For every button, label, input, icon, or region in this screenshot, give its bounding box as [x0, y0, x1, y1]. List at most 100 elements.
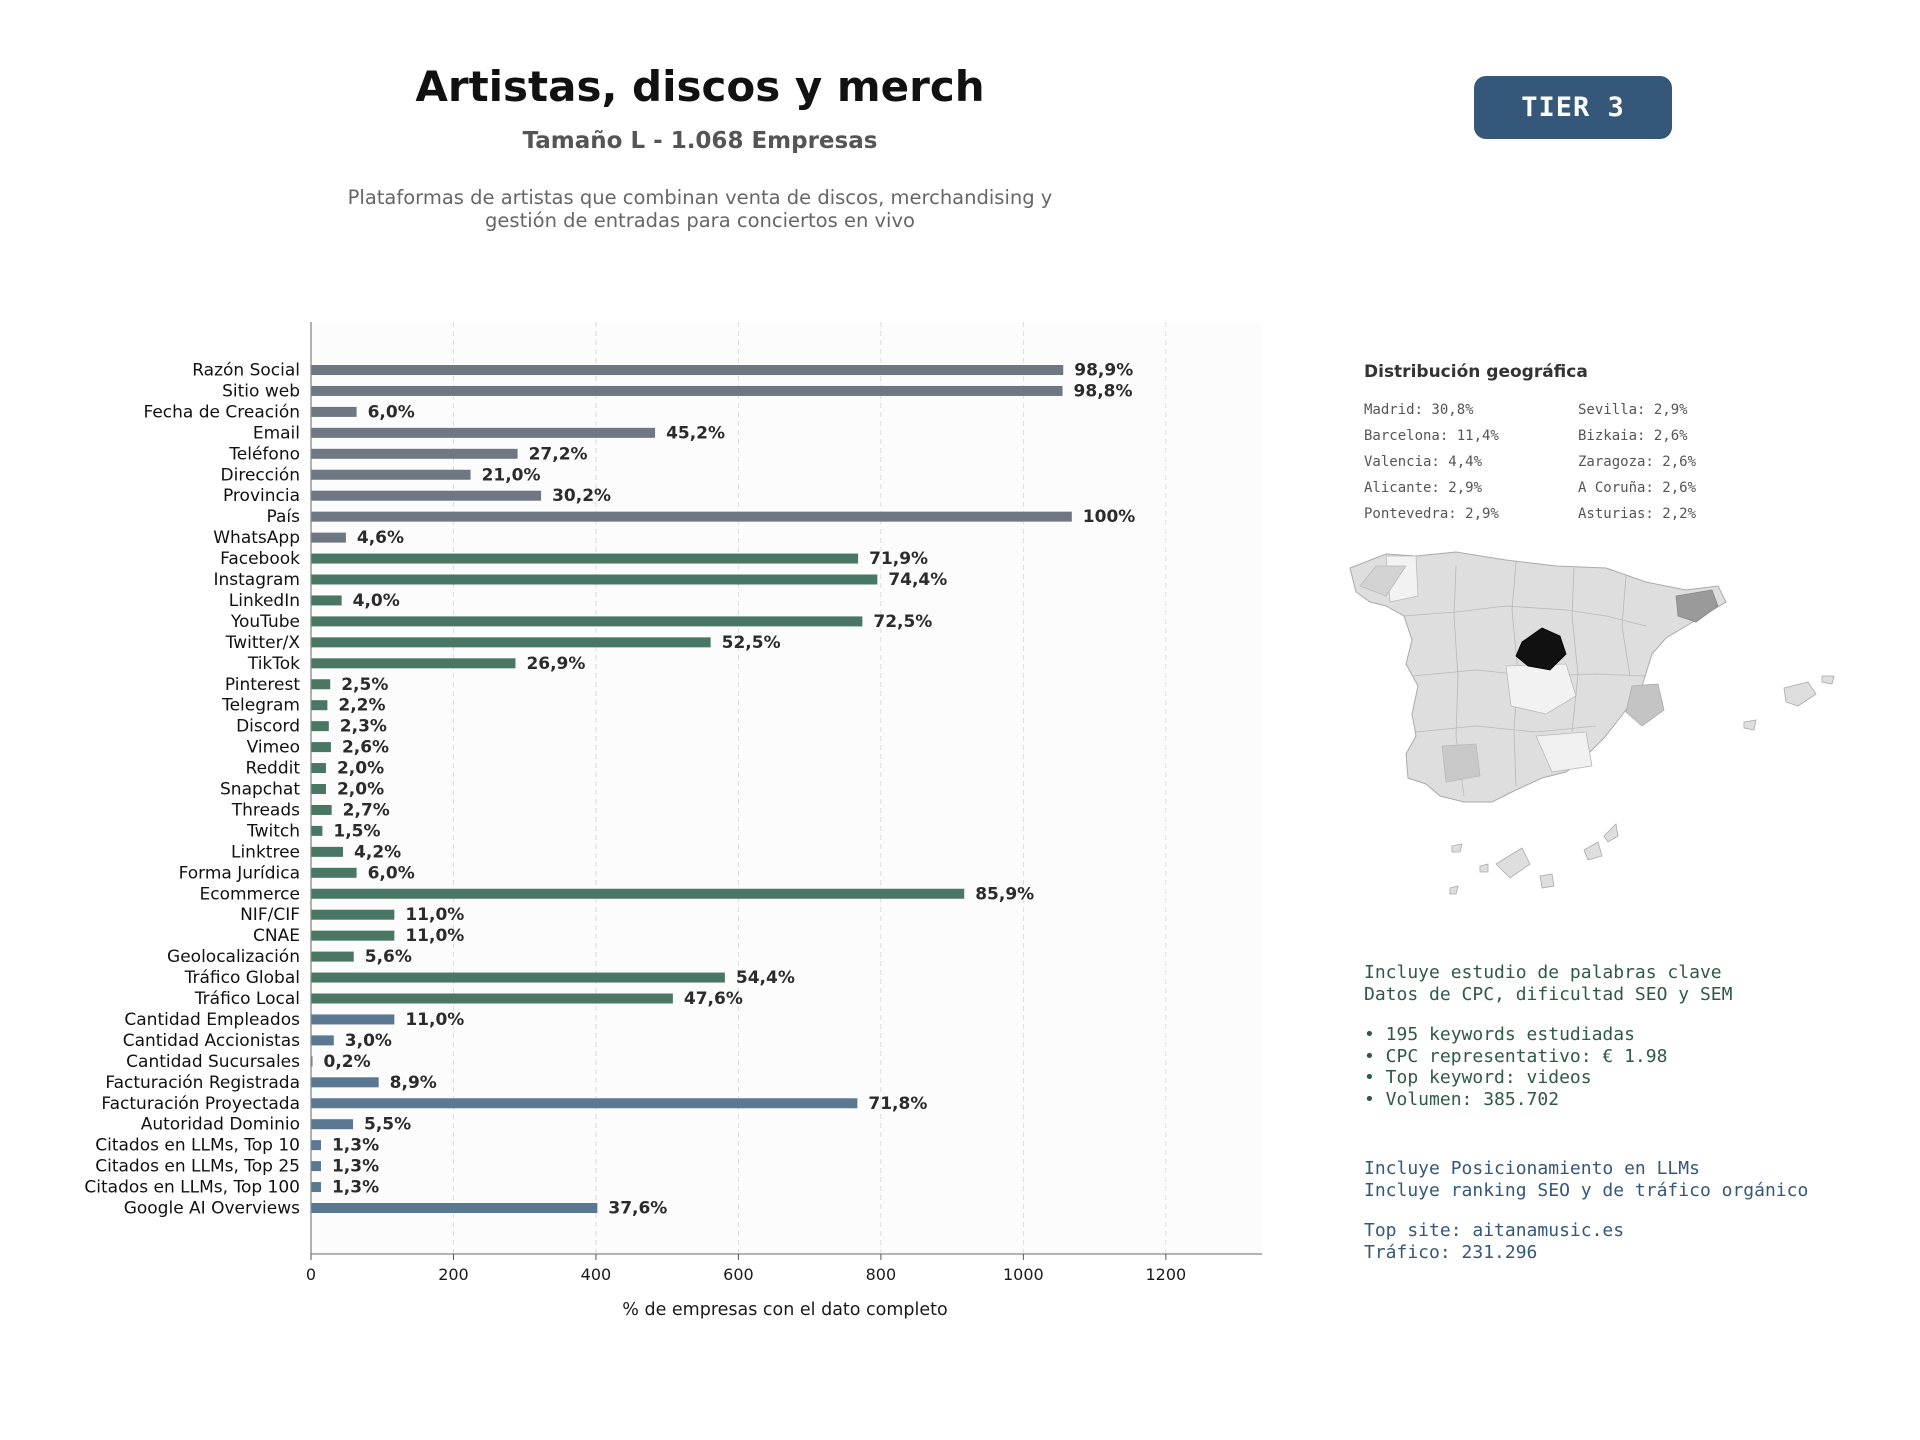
bar [311, 1140, 321, 1151]
map-balearic-islands [1821, 675, 1835, 685]
category-label: Citados en LLMs, Top 100 [84, 1178, 300, 1198]
map-canary-islands [1495, 847, 1531, 879]
bar [311, 1098, 858, 1109]
page-description: Plataformas de artistas que combinan ven… [300, 186, 1100, 232]
value-label: 26,9% [526, 654, 585, 674]
value-label: 6,0% [368, 863, 415, 883]
bar [311, 679, 331, 690]
value-labels: 98,9%98,8% 6,0% 45,2% 27,2%21,0% 30,2% 100% 4,… [324, 361, 1136, 1219]
value-label: 1,3% [332, 1178, 379, 1198]
bar-chart: 98,9%98,8% 6,0% 45,2% 27,2%21,0% 30,2% 100% 4,… [84, 322, 1262, 1320]
value-label: 72,5% [873, 612, 932, 632]
bars [311, 365, 1072, 1213]
geo-item: Madrid: 30,8% [1364, 402, 1474, 418]
category-label: Google AI Overviews [124, 1199, 300, 1219]
bar [311, 637, 711, 648]
bar [311, 742, 331, 753]
seo-line-2: Datos de CPC, dificultad SEO y SEM [1364, 983, 1733, 1005]
category-label: Dirección [221, 465, 300, 485]
category-label: CNAE [253, 926, 300, 946]
x-tick-label: 1000 [1003, 1265, 1044, 1284]
category-label: Ecommerce [200, 884, 301, 904]
geo-item: Bizkaia: 2,6% [1578, 428, 1688, 444]
top-site: Top site: aitanamusic.es [1364, 1220, 1625, 1241]
bar [311, 385, 1063, 396]
bar [311, 993, 673, 1004]
category-label: Pinterest [225, 675, 300, 695]
value-label: 1,3% [332, 1157, 379, 1177]
bar [311, 804, 332, 815]
geo-item: Barcelona: 11,4% [1364, 428, 1499, 444]
category-label: Autoridad Dominio [141, 1115, 300, 1135]
bar [311, 930, 395, 941]
map-region-barcelona [1675, 589, 1719, 623]
category-label: Discord [236, 717, 300, 737]
category-label: Linktree [231, 842, 300, 862]
category-label: Sitio web [222, 381, 300, 401]
bar [311, 532, 346, 543]
map-balearic-islands [1743, 719, 1757, 731]
value-label: 52,5% [722, 633, 781, 653]
bar [311, 427, 656, 438]
map-region [1535, 731, 1593, 773]
category-label: Email [253, 423, 300, 443]
bar [311, 1014, 395, 1025]
bar [311, 511, 1072, 522]
map-canary-islands [1479, 863, 1489, 873]
map-region [1441, 743, 1481, 783]
bar [311, 469, 471, 480]
category-label: Cantidad Sucursales [126, 1052, 300, 1072]
seo-info: Incluye estudio de palabras clave Datos … [1364, 962, 1732, 1110]
value-label: 1,3% [332, 1136, 379, 1156]
x-axis-label: % de empresas con el dato completo [622, 1300, 947, 1320]
top-site-traffic: Tráfico: 231.296 [1364, 1241, 1538, 1263]
map-balearic-islands [1783, 681, 1817, 707]
value-label: 2,3% [340, 717, 387, 737]
map-canary-islands [1583, 841, 1603, 861]
x-tick-label: 400 [581, 1265, 612, 1284]
bar [311, 951, 354, 962]
x-tick-label: 600 [723, 1265, 754, 1284]
bar [311, 1035, 334, 1046]
bar [311, 825, 323, 836]
bar [311, 909, 395, 920]
value-label: 30,2% [552, 486, 611, 506]
bar [311, 972, 725, 983]
page-subtitle: Tamaño L - 1.068 Empresas [522, 128, 878, 154]
value-label: 5,5% [364, 1115, 411, 1135]
value-label: 45,2% [666, 423, 725, 443]
map-canary-islands [1449, 885, 1459, 895]
bar [311, 1203, 598, 1213]
bar [311, 1119, 354, 1130]
x-tick-label: 800 [866, 1265, 897, 1284]
category-label: Reddit [246, 759, 301, 779]
geo-item: Pontevedra: 2,9% [1364, 506, 1499, 522]
category-label: WhatsApp [213, 528, 300, 548]
value-label: 98,9% [1074, 361, 1133, 381]
category-label: Citados en LLMs, Top 25 [95, 1157, 300, 1177]
value-label: 2,6% [342, 738, 389, 758]
value-label: 0,2% [324, 1052, 371, 1072]
description-line-1: Plataformas de artistas que combinan ven… [347, 186, 1053, 209]
value-label: 11,0% [405, 1010, 464, 1030]
category-label: Twitch [246, 821, 300, 841]
bar [311, 658, 516, 669]
category-label: Cantidad Accionistas [123, 1031, 300, 1051]
category-label: Threads [231, 800, 300, 820]
category-label: TikTok [247, 654, 300, 674]
x-tick-label: 200 [438, 1265, 469, 1284]
value-label: 4,6% [357, 528, 404, 548]
tier-badge: TIER 3 [1474, 76, 1672, 139]
category-label: Vimeo [247, 738, 300, 758]
value-label: 2,0% [337, 759, 384, 779]
category-label: Geolocalización [167, 947, 300, 967]
value-label: 11,0% [405, 926, 464, 946]
value-label: 98,8% [1074, 381, 1133, 401]
category-label: Telegram [221, 696, 300, 716]
x-ticks: 0 200 400 600 800 1000 1200 [306, 1254, 1186, 1284]
seo-bullet: • CPC representativo: € 1.98 [1364, 1045, 1668, 1067]
bar [311, 846, 344, 857]
category-label: Cantidad Empleados [124, 1010, 300, 1030]
category-label: NIF/CIF [240, 905, 300, 925]
value-label: 71,9% [869, 549, 928, 569]
